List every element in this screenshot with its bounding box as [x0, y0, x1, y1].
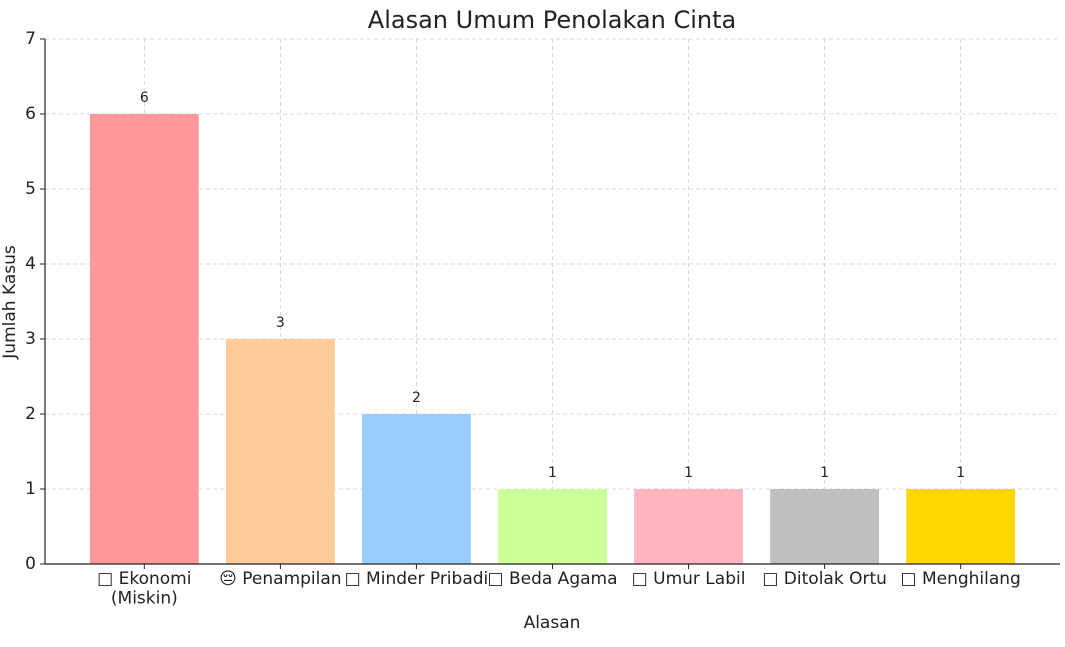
bar	[634, 489, 743, 564]
y-tick-label: 1	[25, 479, 36, 499]
chart-title: Alasan Umum Penolakan Cinta	[368, 6, 736, 34]
y-tick-label: 4	[25, 254, 36, 274]
y-tick-label: 5	[25, 179, 36, 199]
x-tick-label: □ Menghilang	[900, 569, 1020, 589]
y-tick-label: 6	[25, 104, 36, 124]
y-tick-label: 0	[25, 554, 36, 574]
y-axis-label: Jumlah Kasus	[0, 245, 20, 360]
bar	[906, 489, 1016, 564]
x-tick-label: □ Umur Labil	[632, 569, 746, 589]
bar	[362, 414, 471, 564]
bar	[89, 114, 199, 564]
x-tick-label: □ Minder Pribadi	[345, 569, 489, 589]
data-label: 1	[684, 465, 693, 481]
x-tick-label: 😔 Penampilan	[219, 569, 341, 589]
bar	[498, 489, 607, 564]
data-label: 3	[276, 315, 285, 331]
bar	[225, 339, 335, 564]
x-tick-label: □ Ekonomi (Miskin)	[97, 569, 191, 609]
data-label: 1	[956, 465, 965, 481]
x-tick-label: □ Beda Agama	[487, 569, 617, 589]
y-tick-label: 7	[25, 29, 36, 49]
data-label: 1	[820, 465, 829, 481]
data-label: 2	[412, 390, 421, 406]
data-label: 6	[140, 90, 149, 106]
bar	[770, 489, 880, 564]
y-tick-label: 2	[25, 404, 36, 424]
y-tick-label: 3	[25, 329, 36, 349]
x-axis-label: Alasan	[524, 613, 581, 633]
data-label: 1	[548, 465, 557, 481]
x-tick-label: □ Ditolak Ortu	[762, 569, 887, 589]
